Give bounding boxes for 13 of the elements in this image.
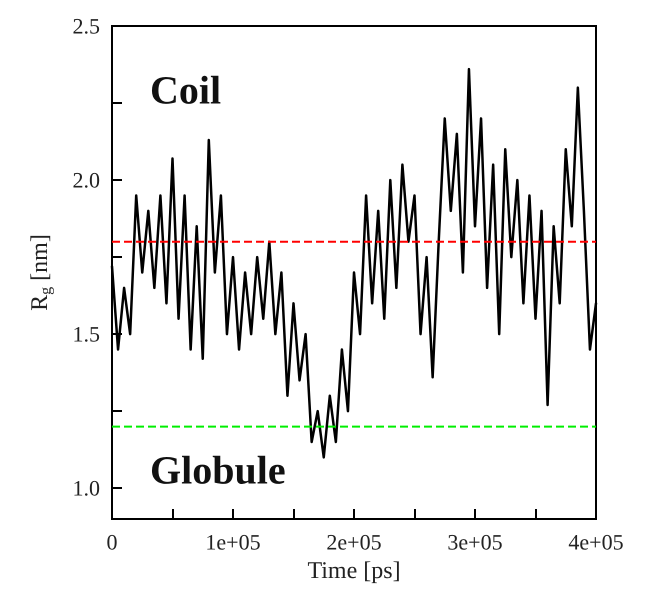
y-tick-label: 2.5 <box>72 14 100 38</box>
x-tick-label: 0 <box>106 530 118 554</box>
y-tick-label: 2.0 <box>72 168 100 193</box>
x-tick-label: 2e+05 <box>326 530 382 554</box>
y-axis-title: Rg [nm] <box>27 234 54 311</box>
y-tick-label: 1.0 <box>72 476 100 501</box>
x-axis-title: Time [ps] <box>307 558 401 584</box>
annotation: Coil <box>150 68 222 112</box>
x-tick-label: 1e+05 <box>205 530 261 554</box>
y-tick-label: 1.5 <box>72 322 100 347</box>
x-tick-label: 3e+05 <box>447 530 503 554</box>
annotation: Globule <box>150 448 286 492</box>
x-tick-label: 4e+05 <box>568 530 624 554</box>
